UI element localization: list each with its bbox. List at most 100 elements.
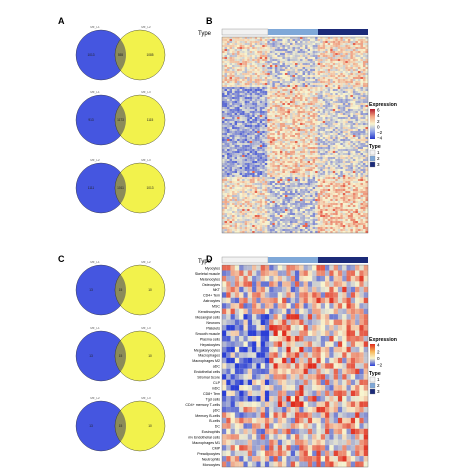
heatmap-b-cell (345, 37, 348, 40)
heatmap-b-cell (357, 71, 361, 74)
heatmap-b-cell (350, 115, 353, 118)
heatmap-b-cell (307, 141, 311, 144)
heatmap-b-cell (332, 177, 336, 180)
heatmap-b-cell (257, 201, 260, 204)
heatmap-b-cell (305, 201, 308, 204)
heatmap-b-cell (272, 73, 275, 76)
heatmap-b-cell (259, 189, 263, 192)
heatmap-b-cell (317, 171, 321, 174)
heatmap-b-cell (244, 201, 248, 204)
heatmap-b-cell (345, 183, 348, 186)
heatmap-b-cell (264, 195, 268, 198)
heatmap-b-cell (330, 61, 333, 64)
heatmap-b-cell (360, 193, 364, 196)
heatmap-b-cell (222, 153, 225, 156)
heatmap-b-cell (287, 145, 291, 148)
heatmap-b-cell (345, 121, 348, 124)
heatmap-b-cell (229, 101, 233, 104)
heatmap-b-cell (287, 115, 291, 118)
heatmap-b-cell (244, 69, 248, 72)
heatmap-b-cell (237, 149, 240, 152)
heatmap-b-cell (269, 147, 273, 150)
heatmap-b-cell (249, 203, 253, 206)
heatmap-b-cell (320, 43, 323, 46)
heatmap-b-cell (247, 107, 250, 110)
heatmap-b-cell (279, 129, 283, 132)
heatmap-b-cell (362, 69, 366, 72)
heatmap-b-cell (307, 179, 311, 182)
heatmap-b-cell (312, 151, 316, 154)
heatmap-b-cell (222, 63, 225, 66)
heatmap-b-cell (312, 193, 316, 196)
heatmap-b-cell (327, 141, 331, 144)
heatmap-b-cell (249, 145, 253, 148)
heatmap-b-cell (287, 73, 291, 76)
heatmap-b-cell (229, 159, 233, 162)
heatmap-b-cell (232, 49, 235, 52)
heatmap-b-cell (252, 137, 255, 140)
heatmap-b-cell (289, 165, 293, 168)
heatmap-b-cell (357, 49, 361, 52)
heatmap-b-cell (247, 139, 250, 142)
heatmap-b-cell (242, 53, 245, 56)
heatmap-b-cell (345, 117, 348, 120)
heatmap-b-cell (244, 187, 248, 190)
heatmap-b-cell (234, 41, 238, 44)
heatmap-b-cell (360, 159, 364, 162)
heatmap-b-cell (345, 155, 348, 158)
heatmap-b-cell (297, 75, 301, 78)
heatmap-b-cell (340, 93, 343, 96)
heatmap-b-cell (229, 147, 233, 150)
heatmap-b-cell (224, 101, 228, 104)
heatmap-b-cell (279, 127, 283, 130)
heatmap-b-cell (307, 97, 311, 100)
heatmap-b-cell (307, 41, 311, 44)
heatmap-b-cell (287, 177, 291, 180)
heatmap-b-cell (252, 175, 255, 178)
heatmap-b-cell (350, 67, 353, 70)
heatmap-b-cell (222, 187, 225, 190)
heatmap-b-cell (312, 91, 316, 94)
heatmap-b-cell (320, 155, 323, 158)
heatmap-b-cell (292, 143, 296, 146)
heatmap-b-cell (254, 123, 258, 126)
heatmap-b-cell (237, 181, 240, 184)
heatmap-b-cell (289, 73, 293, 76)
heatmap-b-cell (355, 65, 358, 68)
heatmap-b-cell (282, 79, 285, 82)
heatmap-b-cell (325, 155, 328, 158)
heatmap-b-cell (262, 81, 265, 84)
heatmap-b-cell (272, 177, 275, 180)
heatmap-b-cell (362, 147, 366, 150)
heatmap-b-cell (222, 109, 225, 112)
heatmap-b-cell (234, 83, 238, 86)
heatmap-b-cell (345, 87, 348, 90)
heatmap-b-cell (242, 119, 245, 122)
heatmap-b-cell (267, 131, 270, 134)
heatmap-b-cell (312, 121, 316, 124)
heatmap-b-cell (227, 123, 230, 126)
heatmap-b-cell (312, 83, 316, 86)
heatmap-b-cell (362, 151, 366, 154)
heatmap-b-cell (257, 133, 260, 136)
heatmap-b-cell (352, 87, 356, 90)
heatmap-b-cell (229, 93, 233, 96)
heatmap-b-cell (295, 69, 298, 72)
heatmap-b-cell (232, 139, 235, 142)
heatmap-b-cell (279, 61, 283, 64)
heatmap-b-cell (269, 141, 273, 144)
heatmap-b-cell (227, 99, 230, 102)
heatmap-b-cell (224, 185, 228, 188)
heatmap-b-cell (254, 127, 258, 130)
heatmap-b-cell (310, 89, 313, 92)
heatmap-b-cell (257, 159, 260, 162)
heatmap-b-cell (224, 91, 228, 94)
heatmap-b-cell (247, 137, 250, 140)
heatmap-b-cell (337, 63, 341, 66)
heatmap-b-cell (335, 71, 338, 74)
heatmap-b-cell (322, 145, 326, 148)
heatmap-b-cell (282, 199, 285, 202)
heatmap-b-cell (249, 195, 253, 198)
heatmap-b-cell (297, 169, 301, 172)
heatmap-b-cell (320, 79, 323, 82)
